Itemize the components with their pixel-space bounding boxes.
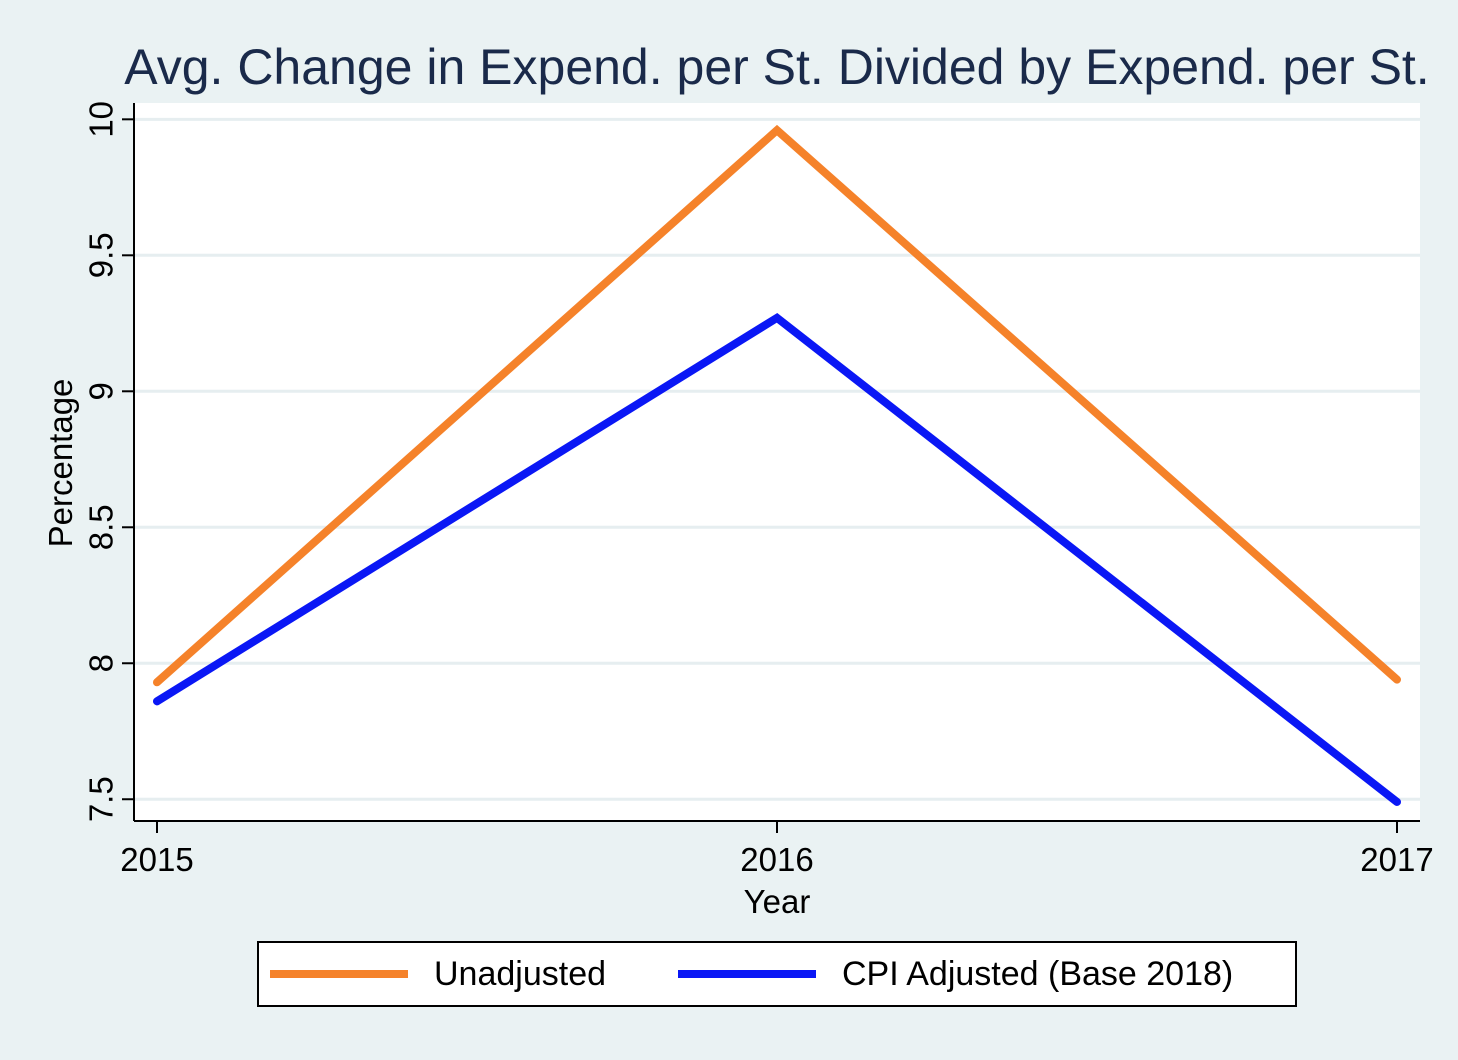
x-tick-label: 2017 xyxy=(1360,841,1433,878)
y-tick-label: 9 xyxy=(83,382,120,400)
y-tick-label: 9.5 xyxy=(83,232,120,278)
legend-item-unadjusted: Unadjusted xyxy=(270,943,606,1005)
x-tick-label: 2015 xyxy=(120,841,193,878)
y-tick-label: 8.5 xyxy=(83,504,120,550)
x-tick-label: 2016 xyxy=(740,841,813,878)
chart-title: Avg. Change in Expend. per St. Divided b… xyxy=(124,39,1430,95)
legend-label-cpi-adjusted: CPI Adjusted (Base 2018) xyxy=(842,954,1234,993)
legend: Unadjusted CPI Adjusted (Base 2018) xyxy=(257,941,1297,1007)
y-axis-title: Percentage xyxy=(42,379,79,548)
plot-area xyxy=(134,103,1420,821)
axis-labels: Year Percentage xyxy=(42,379,810,920)
series-line-unadjusted xyxy=(153,124,1401,687)
series-line-cpi-adjusted xyxy=(153,312,1401,806)
legend-swatch-cpi-adjusted xyxy=(678,970,816,978)
axes: 7.5 8 8.5 9 9.5 10 2015 2016 2017 xyxy=(83,101,1434,878)
y-tick-label: 8 xyxy=(83,654,120,672)
series-lines xyxy=(153,124,1401,806)
y-tick-label: 7.5 xyxy=(83,776,120,822)
x-axis-title: Year xyxy=(744,883,811,920)
legend-item-cpi-adjusted: CPI Adjusted (Base 2018) xyxy=(678,943,1233,1005)
gridlines xyxy=(134,117,1420,801)
y-tick-label: 10 xyxy=(83,101,120,138)
legend-label-unadjusted: Unadjusted xyxy=(434,954,607,993)
legend-swatch-unadjusted xyxy=(270,970,408,978)
